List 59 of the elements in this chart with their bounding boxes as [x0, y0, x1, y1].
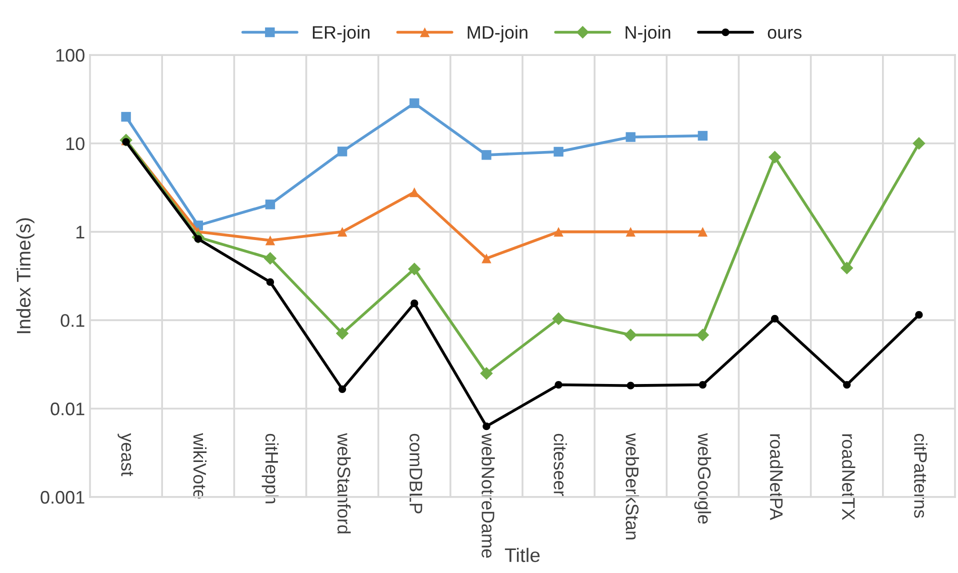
legend-label: MD-join [468, 26, 528, 42]
x-tick-label: webGoogle [694, 433, 712, 524]
x-tick-label: webNotreDame [482, 433, 495, 558]
point [624, 328, 638, 342]
point [121, 112, 131, 122]
y-tick-label: 100 [56, 48, 84, 62]
point [840, 262, 854, 274]
point [698, 130, 708, 141]
y-tick-label: 0.1 [60, 314, 84, 327]
legend-label: ours [768, 28, 802, 39]
point [915, 311, 923, 319]
y-tick-label: 0.01 [50, 402, 84, 416]
point [770, 314, 779, 323]
point [337, 226, 348, 237]
point [698, 226, 708, 237]
y-tick-label: 0.001 [40, 490, 84, 504]
x-tick-label: citPatterns [914, 434, 928, 518]
point [626, 382, 634, 390]
point [408, 262, 421, 276]
point [410, 98, 420, 108]
point [482, 150, 492, 160]
legend-label: N-join [626, 26, 670, 42]
x-tick-label: roadNetPA [770, 434, 784, 520]
point [554, 226, 564, 237]
point [338, 385, 346, 393]
point [552, 312, 565, 326]
x-tick-label: yeast [118, 433, 134, 476]
x-tick-label: wikiVote [193, 433, 207, 499]
y-tick-label: 10 [66, 137, 84, 150]
point [480, 367, 493, 380]
x-tick-label: webStanford [337, 433, 351, 534]
point [626, 226, 636, 237]
y-axis-title: Index Time(s) [16, 218, 34, 334]
x-tick-label: webBerkStan [626, 433, 640, 540]
x-tick-label: citHepph [262, 434, 279, 504]
point [336, 326, 349, 340]
point [696, 328, 710, 342]
x-axis-title: Title [504, 548, 540, 562]
point [266, 278, 274, 286]
point [482, 254, 492, 264]
point [264, 252, 277, 265]
point [843, 380, 851, 389]
point [410, 300, 418, 308]
point [554, 380, 562, 389]
point [265, 200, 276, 210]
point [912, 137, 926, 150]
point [265, 236, 276, 246]
x-tick-label: citeseer [554, 434, 567, 496]
point [337, 146, 348, 156]
x-tick-label: comDBLP [410, 434, 422, 514]
point [768, 150, 782, 164]
legend-label: ER-join [312, 26, 370, 42]
point [410, 187, 420, 198]
point [482, 422, 490, 430]
y-tick-label: 1 [76, 226, 84, 238]
point [698, 380, 707, 389]
point [554, 146, 564, 157]
point [626, 132, 636, 142]
x-tick-label: roadNetTX [842, 434, 856, 520]
